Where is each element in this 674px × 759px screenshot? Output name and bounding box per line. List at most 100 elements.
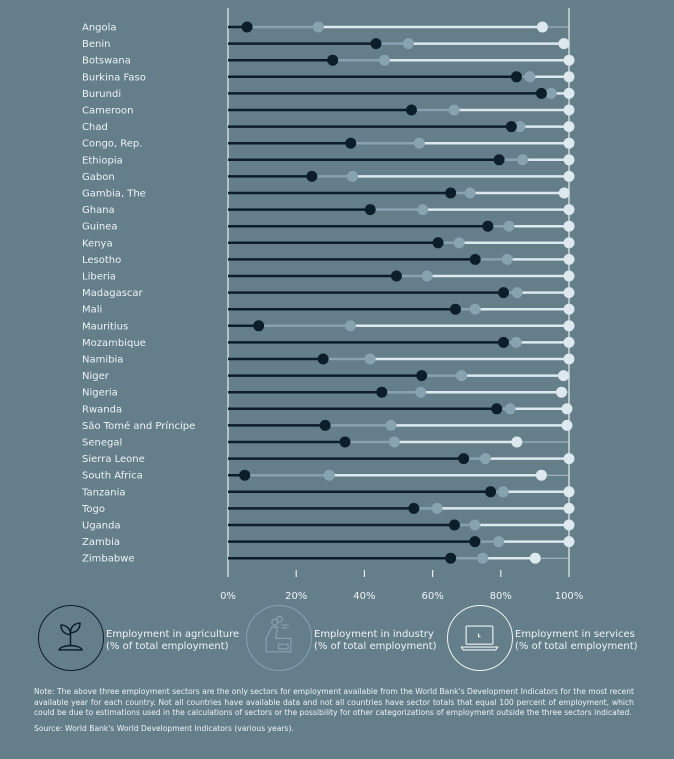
- agriculture-dot: [416, 370, 428, 382]
- services-dot: [563, 287, 575, 299]
- industry-dot: [385, 419, 397, 431]
- agriculture-dot: [376, 386, 388, 398]
- industry-dot: [448, 104, 460, 116]
- country-label: Nigeria: [82, 388, 118, 399]
- industry-dot: [453, 237, 465, 249]
- country-label: Gabon: [82, 172, 115, 183]
- services-dot: [563, 353, 575, 365]
- industry-dot: [323, 469, 335, 481]
- country-label: Gambia, The: [82, 189, 146, 200]
- industry-dot: [464, 187, 476, 199]
- legend-services-line2: (% of total employment): [515, 641, 638, 652]
- industry-dot: [517, 154, 529, 166]
- industry-dot: [511, 287, 523, 299]
- agriculture-dot: [306, 170, 318, 182]
- country-label: Burundi: [82, 89, 121, 100]
- agriculture-dot: [510, 71, 522, 83]
- industry-dot: [504, 403, 516, 415]
- industry-dot: [379, 54, 391, 66]
- legend-agriculture-line1: Employment in agriculture: [106, 629, 240, 640]
- country-label: Liberia: [82, 272, 116, 283]
- industry-dot: [524, 71, 536, 83]
- source-text: Source: World Bank's World Development I…: [34, 724, 294, 733]
- industry-dot: [501, 253, 513, 265]
- agriculture-dot: [449, 303, 461, 315]
- services-dot: [563, 87, 575, 99]
- agriculture-dot: [239, 469, 251, 481]
- services-dot: [558, 38, 570, 50]
- country-label: Mozambique: [82, 338, 146, 349]
- industry-dot: [469, 519, 481, 531]
- country-label: Uganda: [82, 521, 121, 532]
- legend-services-line1: Employment in services: [515, 629, 635, 640]
- plant-icon: [38, 605, 104, 671]
- agriculture-dot: [498, 287, 510, 299]
- services-dot: [558, 370, 570, 382]
- x-tick-label: 0%: [220, 591, 236, 602]
- services-dot: [563, 486, 575, 498]
- legend-industry-line1: Employment in industry: [314, 629, 434, 640]
- agriculture-dot: [482, 220, 494, 232]
- industry-dot: [456, 370, 468, 382]
- country-label: Kenya: [82, 238, 113, 249]
- legend-industry-line2: (% of total employment): [314, 641, 437, 652]
- agriculture-dot: [432, 237, 444, 249]
- industry-dot: [417, 204, 429, 216]
- services-dot: [529, 552, 541, 564]
- agriculture-dot: [241, 21, 253, 33]
- agriculture-dot: [317, 353, 329, 365]
- country-label: Mauritius: [82, 321, 128, 332]
- factory-icon: [246, 605, 312, 671]
- laptop-icon: [447, 605, 513, 671]
- country-label: Togo: [81, 504, 105, 515]
- industry-dot: [402, 38, 414, 50]
- agriculture-dot: [535, 87, 547, 99]
- services-dot: [563, 270, 575, 282]
- agriculture-dot: [469, 536, 481, 548]
- country-label: Ghana: [82, 205, 115, 216]
- services-dot: [535, 469, 547, 481]
- note-text: Note: The above three employment sectors…: [34, 687, 634, 717]
- agriculture-dot: [491, 403, 503, 415]
- services-dot: [511, 436, 523, 448]
- industry-dot: [364, 353, 376, 365]
- agriculture-dot: [485, 486, 497, 498]
- services-dot: [536, 21, 548, 33]
- country-label: South Africa: [82, 471, 143, 482]
- country-label: Zambia: [82, 537, 120, 548]
- country-label: Angola: [82, 23, 117, 34]
- industry-dot: [503, 220, 515, 232]
- country-label: Benin: [82, 39, 110, 50]
- agriculture-dot: [448, 519, 460, 531]
- agriculture-dot: [253, 320, 265, 332]
- country-label: Cameroon: [82, 106, 133, 117]
- industry-dot: [344, 320, 356, 332]
- agriculture-dot: [505, 121, 517, 133]
- agriculture-dot: [408, 502, 420, 514]
- industry-dot: [431, 502, 443, 514]
- industry-dot: [510, 336, 522, 348]
- services-dot: [563, 137, 575, 149]
- industry-dot: [312, 21, 324, 33]
- agriculture-dot: [319, 419, 331, 431]
- services-dot: [555, 386, 567, 398]
- agriculture-dot: [370, 38, 382, 50]
- industry-dot: [346, 170, 358, 182]
- industry-dot: [497, 486, 509, 498]
- country-label: Lesotho: [82, 255, 121, 266]
- country-label: Chad: [82, 122, 108, 133]
- industry-dot: [514, 121, 526, 133]
- country-label: Namibia: [82, 355, 123, 366]
- country-label: Congo, Rep.: [82, 139, 142, 150]
- agriculture-dot: [327, 54, 339, 66]
- services-dot: [563, 519, 575, 531]
- country-label: Sierra Leone: [82, 454, 145, 465]
- services-dot: [563, 320, 575, 332]
- country-label: Botswana: [82, 56, 131, 67]
- services-dot: [563, 220, 575, 232]
- industry-dot: [477, 552, 489, 564]
- x-tick-label: 20%: [285, 591, 307, 602]
- industry-dot: [479, 453, 491, 465]
- services-dot: [563, 536, 575, 548]
- country-label: Zimbabwe: [82, 554, 135, 565]
